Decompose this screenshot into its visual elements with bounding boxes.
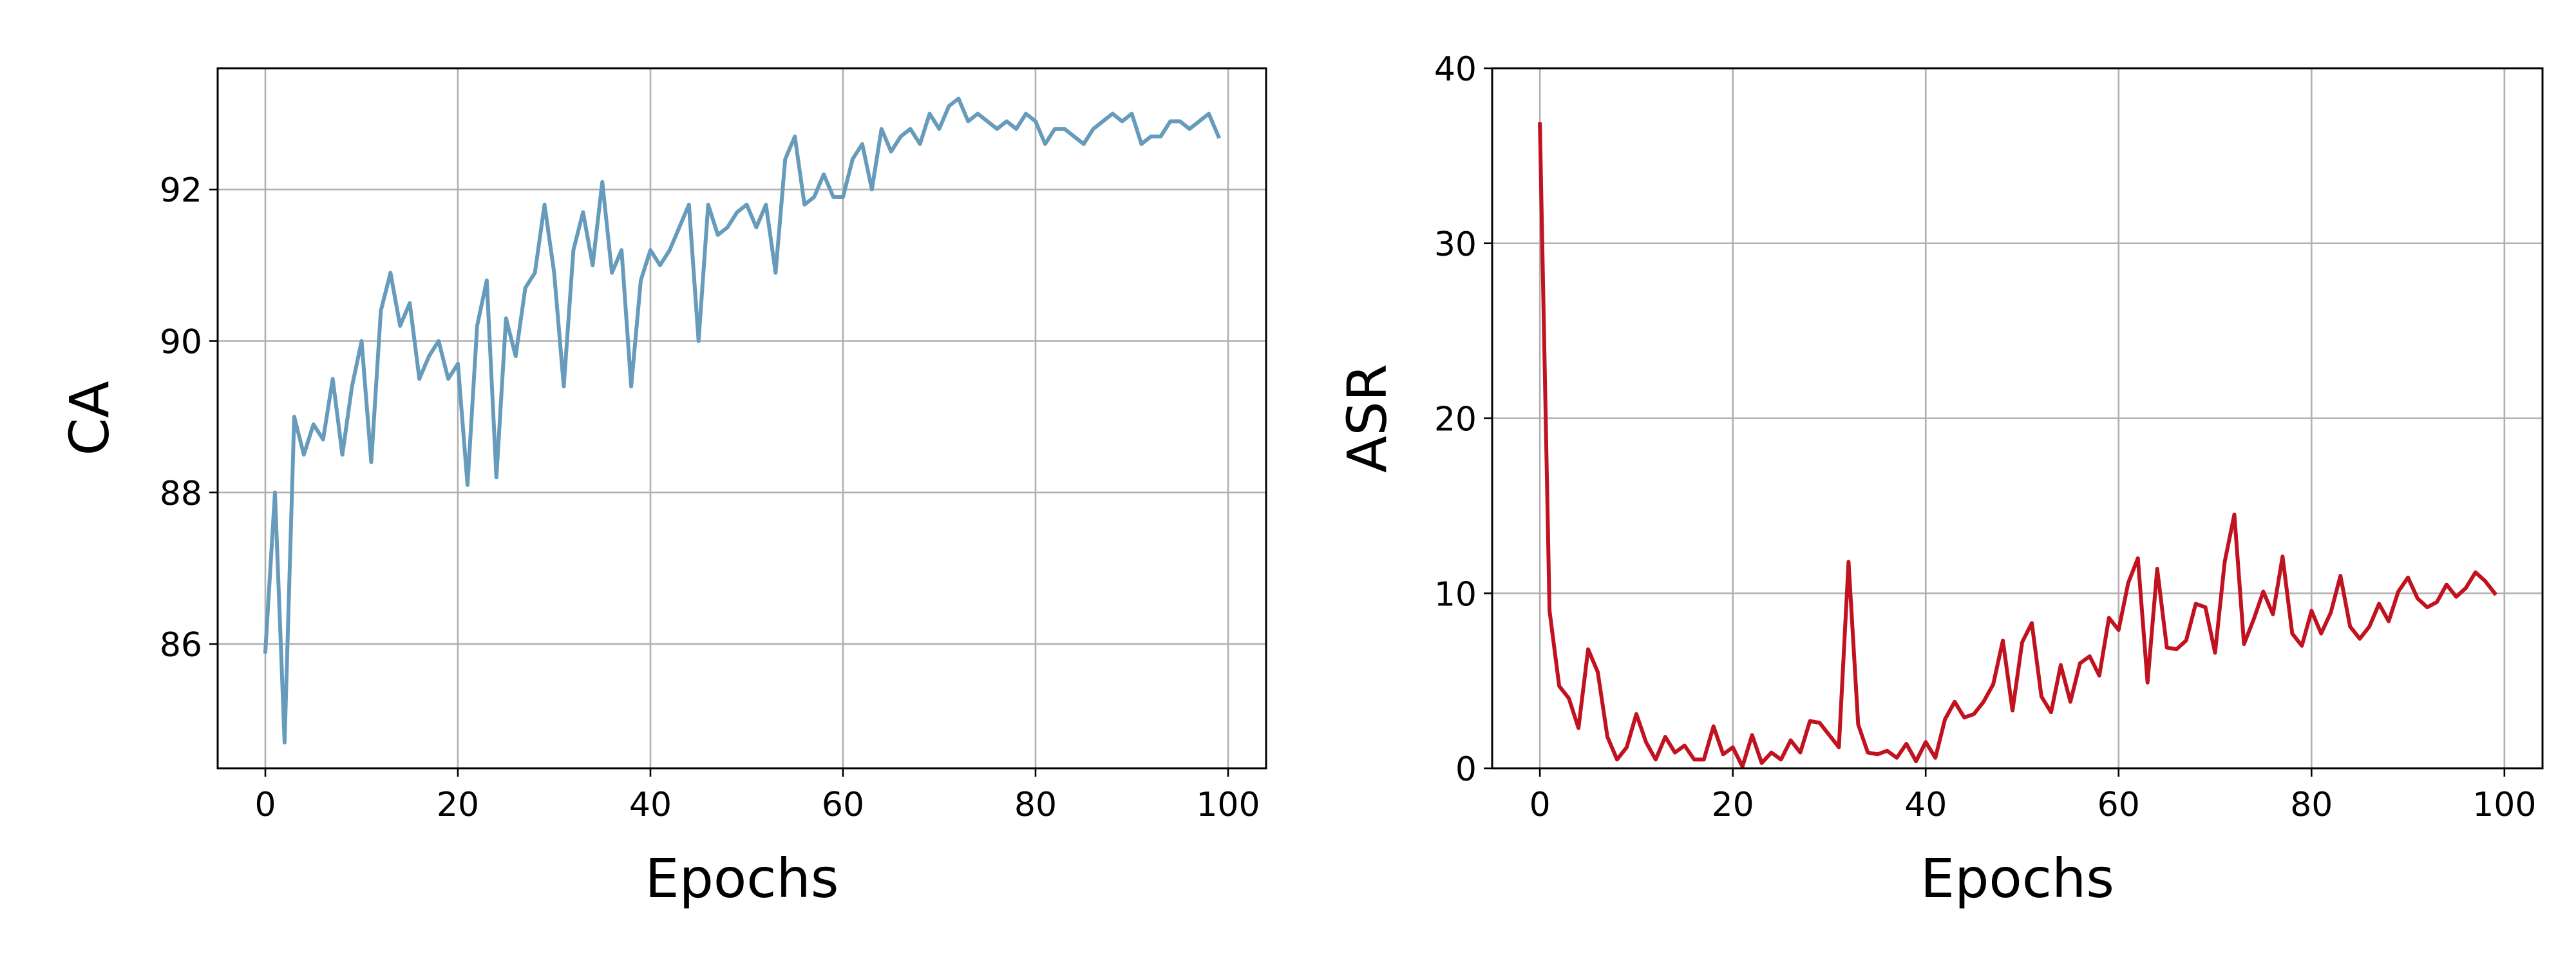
- x-tick-label: 80: [2290, 786, 2333, 824]
- data-line: [263, 97, 1221, 744]
- y-tick-label: 90: [160, 323, 202, 362]
- x-tick-label: 0: [254, 786, 276, 824]
- x-axis-label: Epochs: [1920, 847, 2114, 910]
- y-tick-label: 92: [160, 171, 202, 210]
- x-tick-label: 60: [2098, 786, 2140, 824]
- x-tick-label: 40: [629, 786, 672, 824]
- y-tick-label: 0: [1455, 750, 1477, 789]
- x-tick-label: 60: [822, 786, 864, 824]
- plot-frame: [216, 67, 1267, 770]
- x-tick-label: 0: [1530, 786, 1551, 824]
- y-tick-label: 86: [160, 626, 202, 665]
- y-tick-label: 88: [160, 475, 202, 513]
- x-tick-label: 100: [1196, 786, 1260, 824]
- x-tick-label: 40: [1904, 786, 1947, 824]
- plot-frame: [1491, 67, 2544, 770]
- data-line: [1538, 122, 2498, 769]
- y-axis-label: ASR: [1336, 364, 1399, 473]
- y-tick-label: 30: [1434, 225, 1477, 264]
- y-axis-label: CA: [58, 381, 121, 455]
- x-tick-label: 20: [1712, 786, 1754, 824]
- x-tick-label: 80: [1014, 786, 1057, 824]
- y-tick-label: 40: [1434, 50, 1477, 89]
- y-tick-label: 20: [1434, 401, 1477, 439]
- x-tick-label: 20: [437, 786, 479, 824]
- y-tick-label: 10: [1434, 575, 1477, 614]
- x-axis-label: Epochs: [645, 847, 839, 910]
- x-tick-label: 100: [2472, 786, 2536, 824]
